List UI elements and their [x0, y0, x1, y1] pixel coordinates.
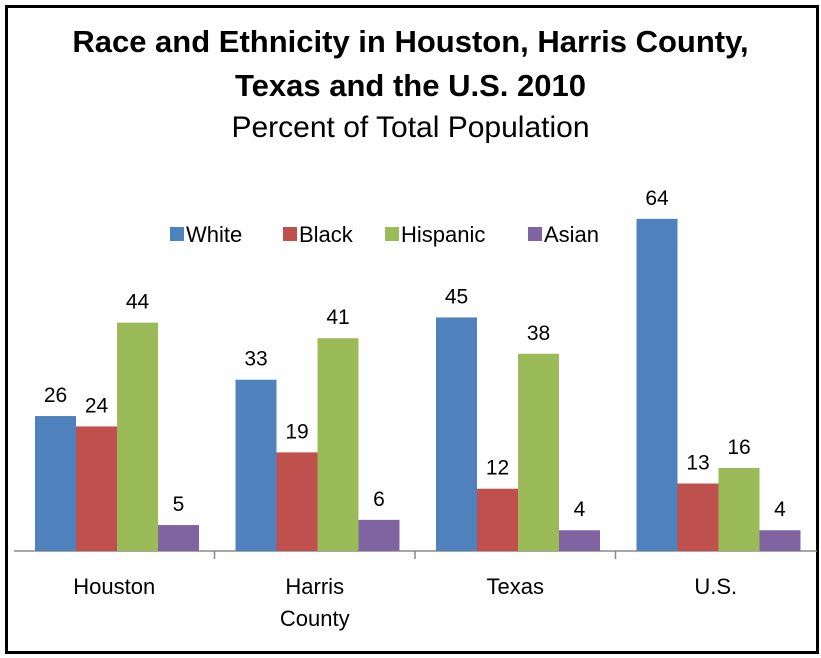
legend-swatch: [170, 227, 184, 241]
data-label: 24: [85, 394, 109, 417]
bar: [235, 379, 277, 551]
bar: [759, 530, 801, 551]
bar: [35, 416, 76, 551]
data-label: 13: [686, 452, 709, 475]
legend-label: Hispanic: [401, 222, 485, 247]
bar: [317, 338, 359, 551]
data-label: 4: [774, 498, 786, 521]
data-label: 5: [173, 493, 185, 516]
chart-title: Race and Ethnicity in Houston, Harris Co…: [72, 24, 749, 103]
x-tick-label: U.S.: [694, 574, 738, 599]
legend-label: White: [186, 222, 242, 247]
data-label: 6: [373, 488, 385, 511]
x-tick-label: Harris County: [279, 574, 350, 631]
bar: [76, 426, 117, 551]
data-label: 12: [486, 457, 509, 480]
data-label: 44: [126, 291, 150, 314]
data-label: 45: [445, 285, 468, 308]
bar: [358, 519, 400, 551]
data-label: 38: [527, 322, 550, 345]
data-label: 4: [574, 498, 586, 521]
data-label: 41: [326, 306, 349, 329]
bar: [117, 322, 158, 551]
bar: [677, 483, 719, 551]
legend: White Black Hispanic Asian: [170, 222, 599, 247]
legend-label: Black: [299, 222, 354, 247]
data-label: 26: [44, 384, 67, 407]
chart-subtitle: Percent of Total Population: [231, 111, 590, 144]
x-tick-label: Texas: [486, 574, 544, 599]
data-label: 64: [645, 187, 669, 210]
bar: [559, 530, 600, 551]
bar: [436, 317, 477, 551]
bar: [477, 488, 518, 551]
x-tick-label: Houston: [73, 574, 156, 599]
data-label: 33: [244, 348, 267, 371]
frame: [5, 5, 819, 654]
bar: [276, 452, 318, 551]
bar: [518, 353, 559, 551]
legend-swatch: [283, 227, 297, 241]
bar: [636, 218, 678, 551]
legend-label: Asian: [544, 222, 599, 247]
legend-swatch: [528, 227, 542, 241]
data-label: 19: [285, 420, 308, 443]
data-label: 16: [727, 436, 750, 459]
legend-swatch: [385, 227, 399, 241]
bar: [718, 467, 760, 551]
bar: [158, 525, 199, 551]
